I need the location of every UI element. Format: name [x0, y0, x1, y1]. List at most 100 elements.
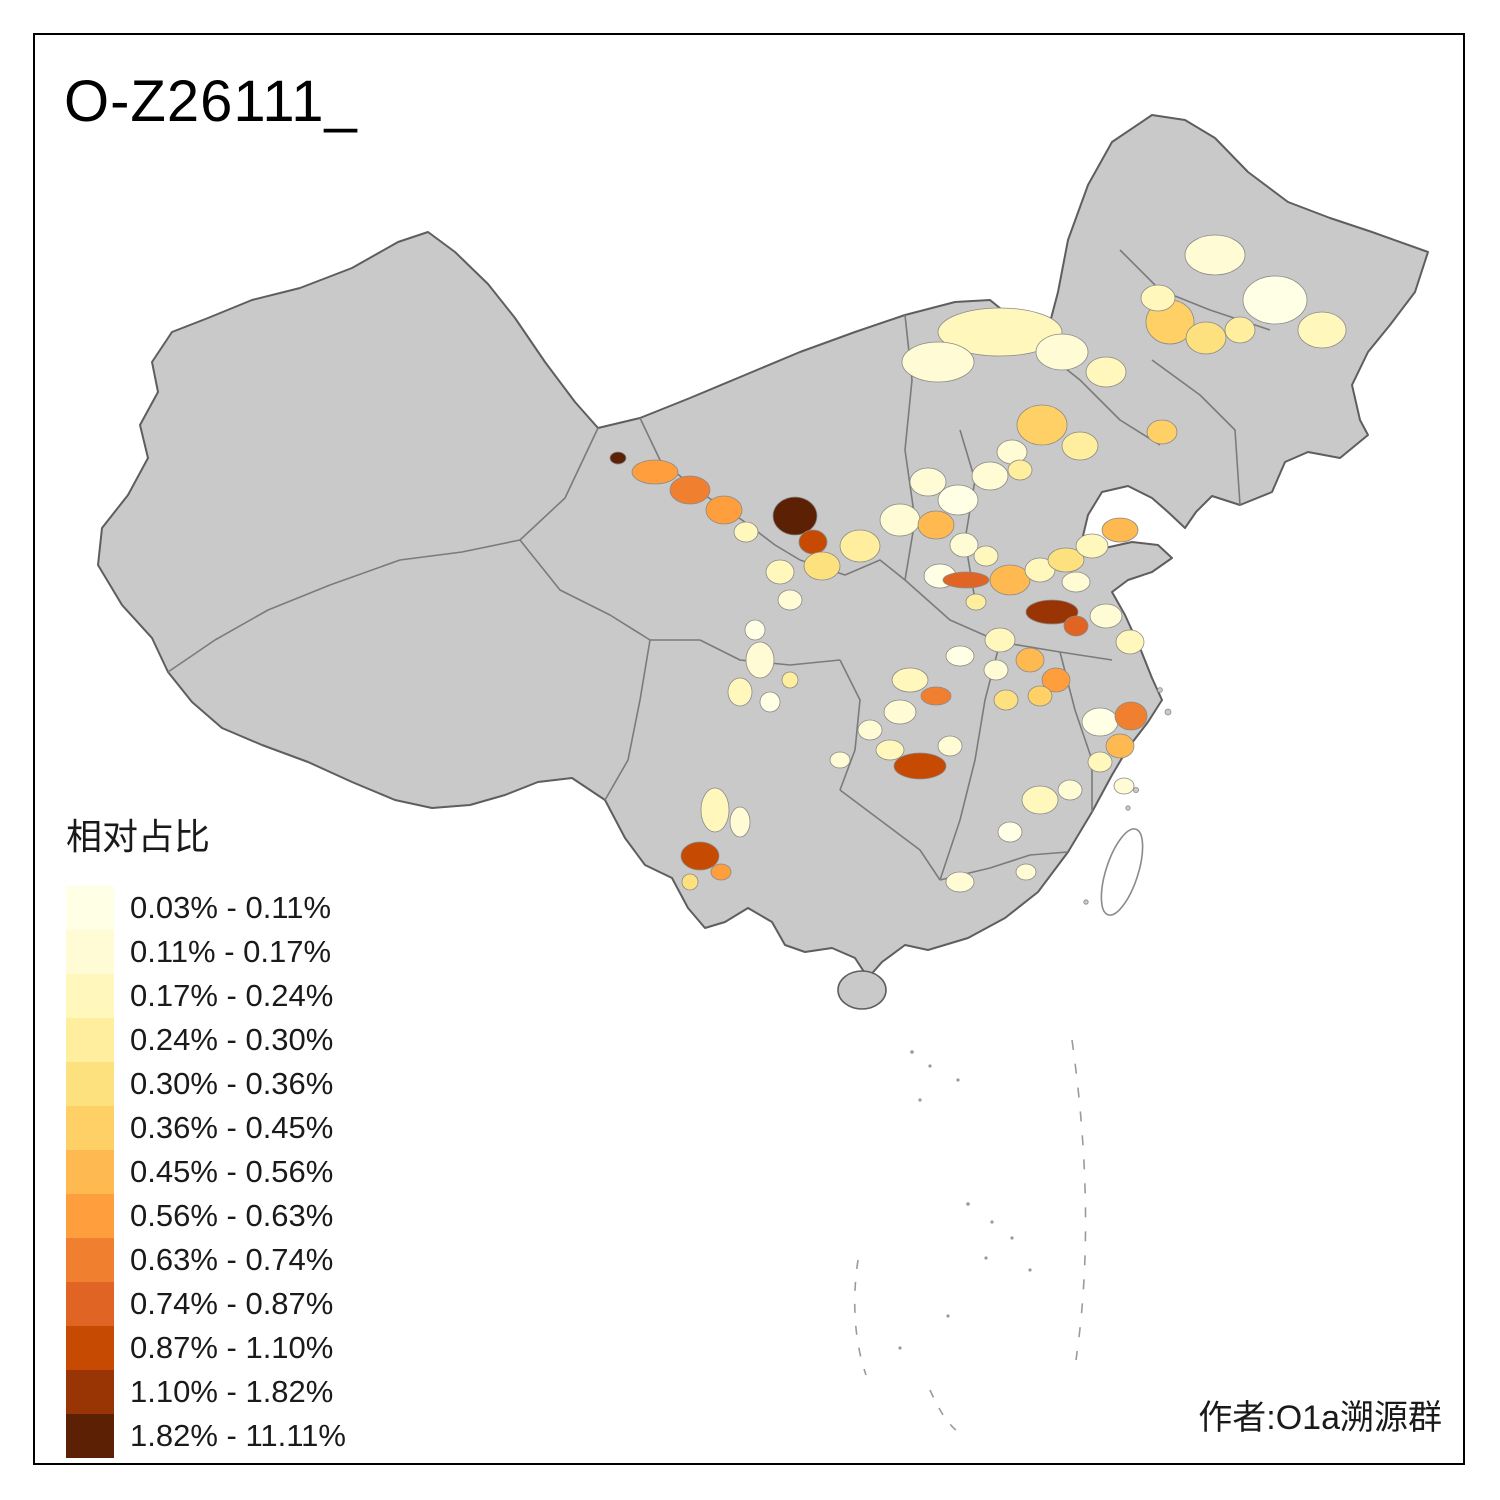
map-region — [744, 619, 766, 641]
map-region — [937, 484, 979, 516]
regions-layer — [609, 234, 1347, 893]
map-region — [1007, 459, 1033, 481]
map-region — [1081, 707, 1119, 737]
legend-swatch — [66, 1194, 114, 1238]
map-region — [710, 863, 732, 881]
legend-label: 0.74% - 0.87% — [130, 1286, 334, 1321]
map-region — [997, 821, 1023, 843]
page-title: O-Z26111_ — [64, 69, 358, 134]
legend-label: 0.17% - 0.24% — [130, 978, 334, 1013]
map-region — [1146, 419, 1178, 445]
map-region — [971, 461, 1009, 491]
legend-label: 1.10% - 1.82% — [130, 1374, 334, 1409]
map-region — [973, 545, 999, 567]
map-region — [733, 521, 759, 543]
map-region — [1224, 316, 1256, 344]
legend-swatch — [66, 1282, 114, 1326]
map-region — [1061, 431, 1099, 461]
map-region — [949, 532, 979, 558]
map-region — [609, 451, 627, 465]
legend-row: 0.63% - 0.74% — [66, 1238, 346, 1282]
legend-label: 0.87% - 1.10% — [130, 1330, 334, 1365]
map-region — [917, 510, 955, 540]
legend-swatch — [66, 1062, 114, 1106]
map-region — [1075, 533, 1109, 559]
map-region — [1114, 701, 1148, 731]
map-region — [875, 739, 905, 761]
legend-swatch — [66, 974, 114, 1018]
map-region — [798, 529, 828, 555]
map-region — [727, 677, 753, 707]
legend-rows: 0.03% - 0.11% 0.11% - 0.17% 0.17% - 0.24% 0… — [66, 886, 346, 1458]
map-region — [893, 752, 947, 780]
map-region — [729, 806, 751, 838]
map-region — [937, 735, 963, 757]
legend-row: 1.82% - 11.11% — [66, 1414, 346, 1458]
map-region — [857, 719, 883, 741]
map-region — [1101, 517, 1139, 543]
legend-label: 0.24% - 0.30% — [130, 1022, 334, 1057]
legend-row: 1.10% - 1.82% — [66, 1370, 346, 1414]
map-region — [1061, 571, 1091, 593]
map-region — [965, 593, 987, 611]
map-region — [879, 503, 921, 537]
legend-row: 0.74% - 0.87% — [66, 1282, 346, 1326]
map-region — [700, 787, 730, 833]
legend-label: 0.56% - 0.63% — [130, 1198, 334, 1233]
map-region — [1016, 404, 1068, 446]
map-region — [993, 689, 1019, 711]
map-region — [1105, 733, 1135, 759]
legend-label: 0.45% - 0.56% — [130, 1154, 334, 1189]
map-region — [765, 559, 795, 585]
legend-row: 0.56% - 0.63% — [66, 1194, 346, 1238]
map-region — [680, 841, 720, 871]
legend-label: 0.36% - 0.45% — [130, 1110, 334, 1145]
legend-label: 0.11% - 0.17% — [130, 934, 332, 969]
map-region — [1087, 751, 1113, 773]
map-region — [1063, 615, 1089, 637]
legend-swatch — [66, 886, 114, 930]
map-region — [772, 496, 818, 536]
map-region — [1025, 599, 1079, 625]
map-region — [1242, 275, 1308, 325]
legend-swatch — [66, 1238, 114, 1282]
map-region — [1035, 333, 1089, 371]
map-region — [1115, 629, 1145, 655]
legend-row: 0.03% - 0.11% — [66, 886, 346, 930]
map-region — [1024, 557, 1056, 583]
map-region — [1085, 356, 1127, 388]
south-china-sea-dashes — [853, 1039, 1087, 1433]
map-region — [1015, 863, 1037, 881]
legend-swatch — [66, 1326, 114, 1370]
map-region — [1021, 785, 1059, 815]
map-region — [891, 667, 929, 693]
map-region — [901, 341, 975, 383]
map-region — [839, 529, 881, 563]
legend-swatch — [66, 930, 114, 974]
map-region — [1184, 234, 1246, 276]
legend-label: 0.03% - 0.11% — [130, 890, 332, 925]
map-region — [681, 873, 699, 891]
map-region — [705, 495, 743, 525]
map-region — [777, 589, 803, 611]
map-region — [937, 307, 1063, 357]
map-region — [1041, 667, 1071, 693]
map-region — [1057, 779, 1083, 801]
map-region — [989, 564, 1031, 596]
legend-row: 0.24% - 0.30% — [66, 1018, 346, 1062]
legend: 相对占比 0.03% - 0.11% 0.11% - 0.17% 0.17% - 0… — [66, 808, 346, 1458]
coastal-islands — [1083, 687, 1172, 905]
author-credit: 作者:O1a溯源群 — [1198, 1399, 1442, 1437]
legend-label: 1.82% - 11.11% — [130, 1418, 346, 1453]
map-region — [669, 475, 711, 505]
map-region — [631, 459, 679, 485]
legend-row: 0.87% - 1.10% — [66, 1326, 346, 1370]
map-region — [945, 871, 975, 893]
map-region — [942, 571, 990, 589]
map-region — [1047, 547, 1085, 573]
map-region — [781, 671, 799, 689]
hainan-island — [837, 970, 887, 1010]
map-region — [759, 691, 781, 713]
legend-row: 0.17% - 0.24% — [66, 974, 346, 1018]
map-region — [1185, 321, 1227, 355]
